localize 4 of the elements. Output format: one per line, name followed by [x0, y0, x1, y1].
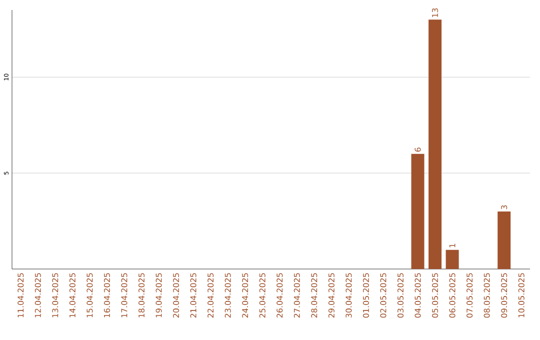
bar [428, 20, 442, 269]
bar [446, 250, 459, 269]
bar [411, 154, 424, 269]
bar [498, 211, 511, 269]
